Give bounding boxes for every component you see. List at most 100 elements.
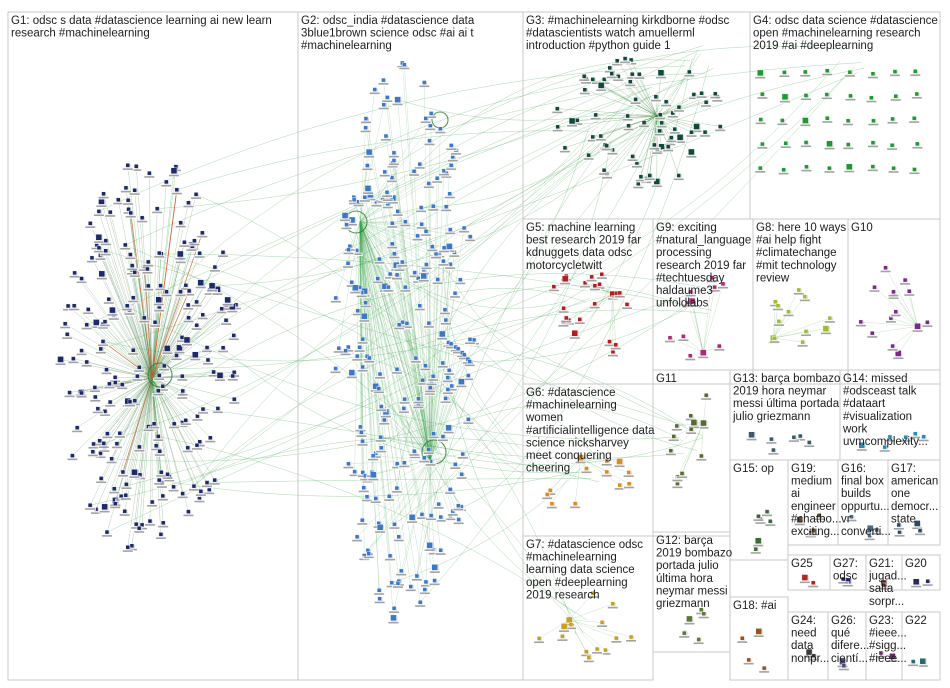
node <box>122 198 135 206</box>
node <box>375 445 388 454</box>
group-label-line: neymar messi <box>656 585 728 597</box>
node <box>387 150 400 159</box>
node <box>378 169 391 178</box>
node <box>573 317 586 326</box>
group-label-line: G22 <box>905 615 927 627</box>
node <box>96 339 109 348</box>
node <box>823 140 836 151</box>
node <box>154 283 167 292</box>
node <box>356 364 369 373</box>
node <box>821 115 834 124</box>
node <box>445 383 458 392</box>
node <box>758 665 771 674</box>
node <box>752 628 765 639</box>
node <box>378 417 391 426</box>
node <box>99 238 112 247</box>
node <box>697 419 710 430</box>
group-label-layer: G1: odsc s data #datascience learning ai… <box>11 15 938 665</box>
node <box>131 373 144 382</box>
node <box>194 489 207 498</box>
node <box>866 140 879 149</box>
node <box>377 77 390 86</box>
group-label-line: #mit technology <box>756 260 837 272</box>
group-box-g17 <box>887 459 941 546</box>
node <box>432 501 445 510</box>
group-label-line: G12: barça <box>656 535 713 547</box>
node <box>800 140 813 149</box>
node <box>102 296 115 305</box>
node <box>187 483 200 492</box>
node <box>413 303 426 312</box>
node <box>374 434 387 443</box>
node <box>586 134 599 143</box>
group-label-g27: G27: odsc <box>833 558 858 583</box>
group-label-line: G15: op <box>733 463 774 475</box>
node <box>382 284 395 293</box>
node <box>551 106 564 115</box>
node <box>879 265 892 274</box>
node <box>348 197 361 206</box>
node <box>426 244 439 253</box>
node <box>603 339 616 348</box>
node <box>566 117 579 128</box>
node <box>388 606 401 615</box>
node <box>142 259 155 268</box>
node <box>160 289 173 298</box>
group-label-line: #ieee... <box>869 653 907 665</box>
group-label-g14: G14: missed #odsceast talk #dataart #visual… <box>842 373 928 448</box>
node <box>455 378 468 389</box>
group-label-line: engineer <box>791 501 836 513</box>
group-label-line: introduction #python guide 1 <box>526 40 671 52</box>
node <box>386 221 399 229</box>
node <box>837 663 850 672</box>
node <box>190 192 203 201</box>
node <box>440 204 453 213</box>
node <box>398 396 411 405</box>
node <box>93 438 106 447</box>
group-label-line: democr... <box>891 501 938 513</box>
node <box>339 348 352 357</box>
node <box>153 250 166 259</box>
node <box>903 289 916 297</box>
node <box>454 277 467 286</box>
node <box>449 290 462 299</box>
node <box>564 622 577 631</box>
node <box>179 283 192 291</box>
node <box>358 194 371 203</box>
node <box>373 371 386 380</box>
group-label-line: salta <box>869 583 894 595</box>
node <box>868 285 881 293</box>
node <box>600 458 613 467</box>
node <box>190 323 203 331</box>
node <box>419 579 432 588</box>
group-label-g6: G6: #datascience #machinelearning women #ar… <box>525 387 655 475</box>
group-label-line: G7: #datascience odsc <box>526 539 643 551</box>
group-label-g5: G5: machine learning best research 2019 f… <box>526 222 641 272</box>
node <box>676 471 689 480</box>
node <box>123 399 136 408</box>
node <box>359 300 372 309</box>
group-label-line: #odsceast talk <box>843 386 917 398</box>
node <box>419 116 432 125</box>
node <box>340 222 353 231</box>
node <box>371 276 384 285</box>
group-label-line: G8: here 10 ways <box>756 222 846 234</box>
node <box>582 152 595 161</box>
node <box>434 514 447 523</box>
node <box>329 295 342 304</box>
node <box>878 444 891 453</box>
node <box>178 240 191 249</box>
group-label-g23: G23: #ieee... #sigg... #ieee... <box>869 615 907 665</box>
node <box>201 345 214 354</box>
node <box>437 258 450 267</box>
node <box>819 325 832 336</box>
node <box>391 366 404 375</box>
node <box>611 58 624 67</box>
node <box>446 154 459 163</box>
node <box>369 496 382 505</box>
node <box>613 482 626 491</box>
group-label-line: G13: barça bombazo <box>733 373 840 385</box>
node <box>649 94 662 103</box>
node <box>463 337 476 346</box>
